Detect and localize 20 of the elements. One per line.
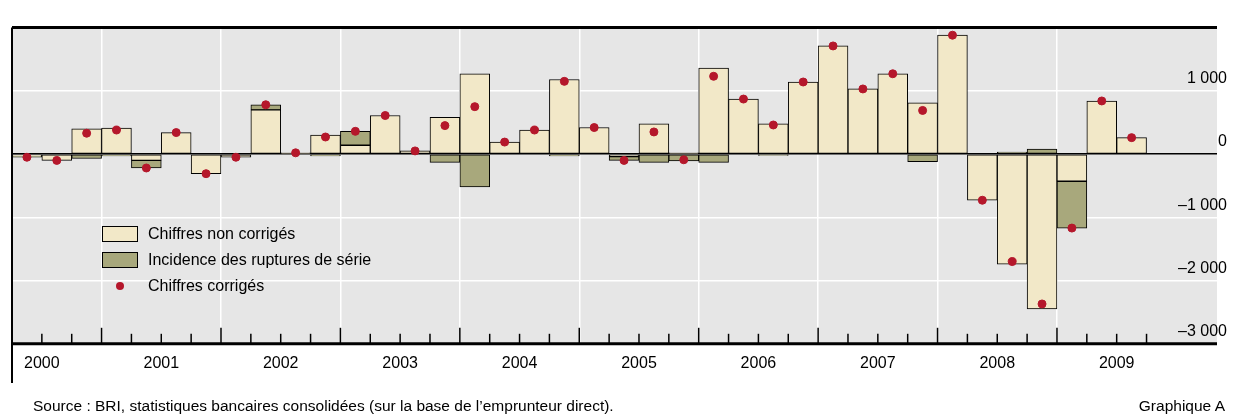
- legend-label: Chiffres non corrigés: [148, 224, 296, 244]
- y-tick-label: –3 000: [1178, 322, 1228, 340]
- y-tick-label: –2 000: [1178, 258, 1228, 276]
- x-tick-label: 2007: [860, 353, 896, 371]
- x-tick-label: 2004: [501, 353, 538, 371]
- x-tick-label: 2006: [740, 353, 777, 371]
- legend-label: Incidence des ruptures de série: [148, 250, 372, 270]
- x-tick-label: 2000: [24, 353, 60, 371]
- x-tick-label: 2001: [143, 353, 180, 371]
- x-tick-label: 2005: [621, 353, 657, 371]
- y-tick-label: 0: [1218, 132, 1228, 150]
- y-tick-label: 1 000: [1186, 69, 1228, 87]
- text: Graphique A: [1138, 397, 1225, 415]
- legend-label: Chiffres corrigés: [148, 276, 265, 296]
- source-note: Source : BRI, statistiques bancaires consolidées (sur la base de l’emprunteur direct).: [33, 397, 614, 415]
- x-tick-label: 2009: [1098, 353, 1135, 371]
- y-tick-label: –1 000: [1178, 195, 1228, 213]
- x-tick-label: 2002: [262, 353, 299, 371]
- x-tick-label: 2003: [382, 353, 419, 371]
- x-tick-label: 2008: [979, 353, 1016, 371]
